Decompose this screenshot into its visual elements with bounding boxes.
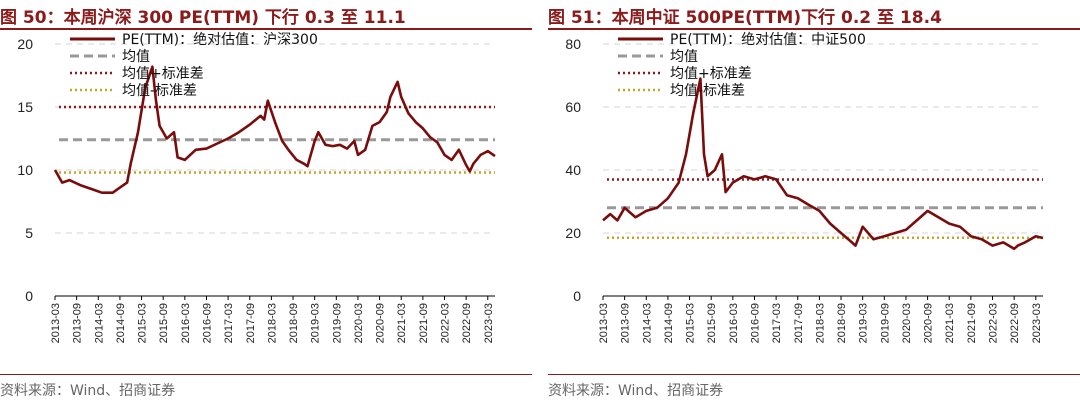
y-tick-label: 20 [565, 225, 581, 241]
x-tick-label: 2022-03 [988, 303, 1000, 343]
title-divider [548, 28, 1080, 30]
x-tick-label: 2014-09 [115, 303, 127, 343]
legend-label: 均值 [122, 49, 150, 65]
x-tick-label: 2017-03 [223, 303, 235, 343]
pe-series-line [602, 77, 1044, 251]
source-note: 资料来源：Wind、招商证券 [548, 383, 724, 399]
x-tick-label: 2020-09 [375, 303, 387, 343]
x-tick-label: 2019-09 [331, 303, 343, 343]
x-tick-label: 2019-09 [879, 303, 891, 343]
y-tick-label: 0 [25, 288, 33, 304]
x-tick-label: 2019-03 [858, 303, 870, 343]
x-tick-label: 2020-03 [901, 303, 913, 343]
x-tick-label: 2018-09 [836, 303, 848, 343]
source-divider [548, 374, 1080, 375]
chart-panel-hs300: 图 50：本周沪深 300 PE(TTM) 下行 0.3 至 11.1 0 5 10… [0, 0, 532, 402]
x-tick-label: 2014-03 [93, 303, 105, 343]
y-tick-label: 40 [565, 162, 581, 178]
x-tick-label: 2017-09 [245, 303, 257, 343]
x-tick-label: 2013-09 [620, 303, 632, 343]
x-tick-label: 2017-03 [771, 303, 783, 343]
x-tick-label: 2016-09 [749, 303, 761, 343]
x-tick-label: 2021-09 [966, 303, 978, 343]
x-tick-label: 2017-09 [793, 303, 805, 343]
x-tick-label: 2020-03 [353, 303, 365, 343]
chart-panel-csi500: 图 51：本周中证 500PE(TTM)下行 0.2 至 18.4 0 20 40 6… [548, 0, 1080, 402]
pe-chart-hs300: 0 5 10 15 20 2013-03 2013-09 2014-03 2014-09 2015… [17, 32, 496, 343]
y-tick-label: 15 [17, 99, 33, 115]
y-tick-label: 5 [25, 225, 33, 241]
pe-series-line [53, 65, 496, 194]
pe-chart-csi500: 0 20 40 60 80 2013-03 2013-09 2014-03 2014-09 201… [565, 32, 1044, 343]
y-tick-label: 0 [573, 288, 581, 304]
y-tick-label: 10 [17, 162, 33, 178]
x-tick-label: 2016-09 [201, 303, 213, 343]
x-tick-label: 2013-09 [72, 303, 84, 343]
x-tick-label: 2022-09 [461, 303, 473, 343]
x-tick-label: 2023-03 [1031, 303, 1043, 343]
source-note: 资料来源：Wind、招商证券 [0, 383, 176, 399]
legend-label: 均值+标准差 [670, 66, 752, 82]
source-divider [0, 374, 532, 375]
y-tick-label: 20 [17, 36, 33, 52]
y-tick-label: 60 [565, 99, 581, 115]
legend-label: PE(TTM)：绝对估值：中证500 [670, 32, 866, 48]
x-tick-label: 2021-03 [944, 303, 956, 343]
x-tick-label: 2021-03 [396, 303, 408, 343]
x-tick-label: 2021-09 [418, 303, 430, 343]
x-tick-label: 2013-03 [50, 303, 62, 343]
x-tick-label: 2019-03 [310, 303, 322, 343]
x-tick-label: 2023-03 [483, 303, 495, 343]
x-tick-label: 2016-03 [180, 303, 192, 343]
x-tick-label: 2018-09 [288, 303, 300, 343]
legend-label: 均值-标准差 [122, 83, 197, 99]
chart-title: 图 51：本周中证 500PE(TTM)下行 0.2 至 18.4 [548, 8, 942, 28]
x-tick-label: 2015-09 [158, 303, 170, 343]
y-tick-label: 80 [565, 36, 581, 52]
x-tick-label: 2014-09 [663, 303, 675, 343]
x-tick-label: 2022-03 [440, 303, 452, 343]
x-tick-label: 2016-03 [728, 303, 740, 343]
x-tick-label: 2020-09 [923, 303, 935, 343]
x-tick-label: 2015-03 [137, 303, 149, 343]
x-tick-label: 2014-03 [641, 303, 653, 343]
x-tick-label: 2022-09 [1009, 303, 1021, 343]
legend-label: 均值+标准差 [122, 66, 204, 82]
legend-label: 均值 [670, 49, 698, 65]
x-tick-label: 2018-03 [266, 303, 278, 343]
x-tick-label: 2013-03 [598, 303, 610, 343]
legend-label: PE(TTM)：绝对估值：沪深300 [122, 32, 318, 48]
x-tick-label: 2018-03 [814, 303, 826, 343]
x-tick-label: 2015-09 [706, 303, 718, 343]
x-tick-label: 2015-03 [685, 303, 697, 343]
title-divider [0, 28, 532, 30]
legend-label: 均值-标准差 [670, 83, 745, 99]
chart-title: 图 50：本周沪深 300 PE(TTM) 下行 0.3 至 11.1 [0, 8, 406, 28]
